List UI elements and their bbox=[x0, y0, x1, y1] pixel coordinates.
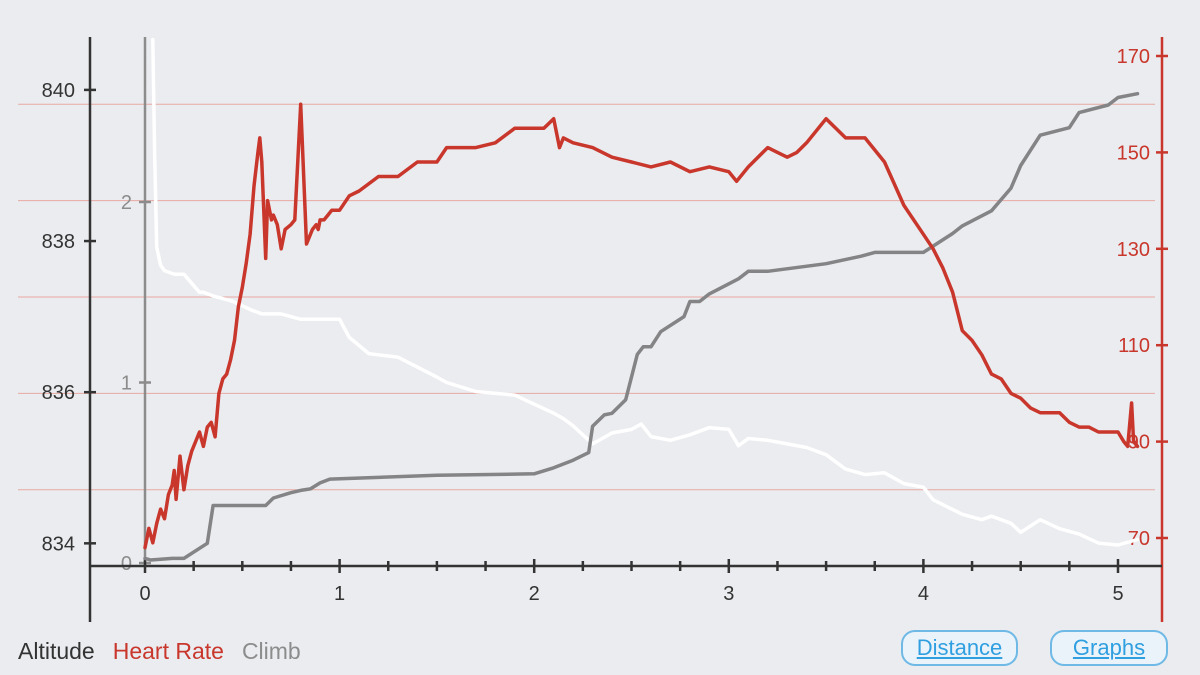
climb-tick-label: 2 bbox=[121, 192, 132, 214]
series bbox=[143, 37, 1140, 562]
series-line-climb bbox=[151, 37, 1140, 547]
heart-rate-tick-label: 110 bbox=[1118, 335, 1150, 357]
legend: Altitude Heart Rate Climb bbox=[18, 638, 301, 665]
heart-rate-tick-label: 90 bbox=[1128, 432, 1150, 454]
altitude-tick-label: 836 bbox=[42, 382, 75, 404]
heart-rate-tick-label: 130 bbox=[1117, 239, 1150, 261]
series-line-altitude bbox=[143, 91, 1140, 562]
graphs-button[interactable]: Graphs bbox=[1050, 630, 1168, 666]
x-tick-label: 4 bbox=[918, 583, 929, 605]
x-tick-label: 2 bbox=[529, 583, 540, 605]
heart-rate-tick-label: 170 bbox=[1117, 46, 1150, 68]
series-line-heart-rate bbox=[143, 102, 1140, 550]
x-tick-label: 1 bbox=[334, 583, 345, 605]
climb-tick-label: 1 bbox=[121, 373, 132, 395]
heart-rate-tick-label: 150 bbox=[1117, 142, 1150, 164]
distance-button[interactable]: Distance bbox=[901, 630, 1018, 666]
altitude-tick-label: 840 bbox=[42, 80, 75, 102]
legend-altitude: Altitude bbox=[18, 638, 95, 664]
climb-tick-label: 0 bbox=[121, 553, 132, 575]
legend-heart-rate: Heart Rate bbox=[112, 638, 224, 664]
x-tick-label: 0 bbox=[139, 583, 150, 605]
altitude-tick-label: 834 bbox=[42, 533, 75, 555]
x-tick-label: 3 bbox=[723, 583, 734, 605]
legend-climb: Climb bbox=[241, 638, 301, 664]
altitude-tick-label: 838 bbox=[42, 231, 75, 253]
x-tick-label: 5 bbox=[1112, 583, 1123, 605]
gridlines bbox=[18, 103, 1155, 491]
